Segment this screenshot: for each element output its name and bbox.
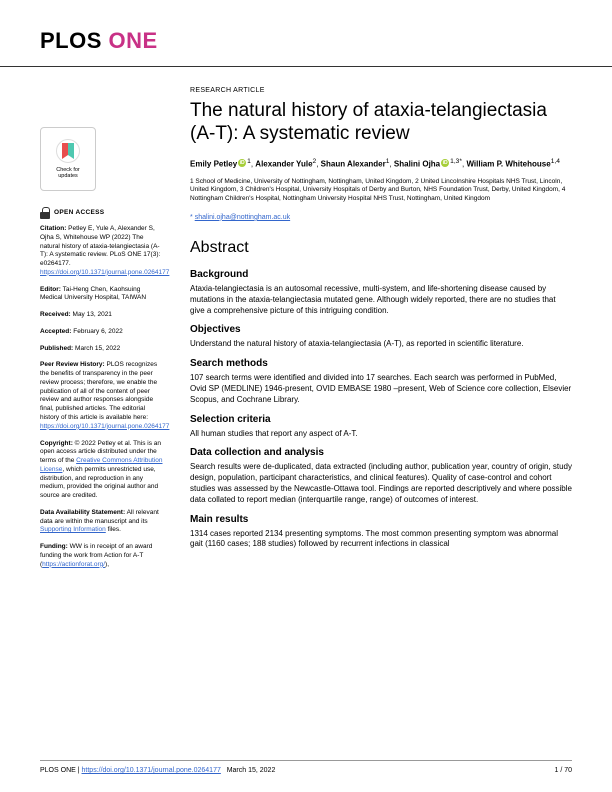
- data-label: Data Availability Statement:: [40, 509, 125, 516]
- section-paragraph: Ataxia-telangiectasia is an autosomal re…: [190, 284, 572, 316]
- journal-header: PLOS ONE: [0, 0, 612, 67]
- peer-link[interactable]: https://doi.org/10.1371/journal.pone.026…: [40, 423, 169, 430]
- published-date: March 15, 2022: [75, 345, 120, 352]
- article-type: RESEARCH ARTICLE: [190, 87, 572, 94]
- abstract-heading: Abstract: [190, 239, 572, 257]
- supporting-info-link[interactable]: Supporting Information: [40, 526, 106, 533]
- funding-label: Funding:: [40, 543, 68, 550]
- journal-logo: PLOS ONE: [40, 28, 572, 54]
- peer-review-block: Peer Review History: PLOS recognizes the…: [40, 361, 164, 431]
- citation-doi-link[interactable]: https://doi.org/10.1371/journal.pone.026…: [40, 269, 169, 276]
- funding-post: ),: [105, 561, 109, 568]
- article-title: The natural history of ataxia-telangiect…: [190, 100, 572, 146]
- author-name: Shalini Ojha: [394, 159, 440, 168]
- received-block: Received: May 13, 2021: [40, 311, 164, 320]
- author-name: Shaun Alexander: [321, 159, 386, 168]
- bookmark-icon: [62, 143, 74, 159]
- authors-list: Emily Petley1, Alexander Yule2, Shaun Al…: [190, 158, 572, 170]
- author-sup: 1: [247, 158, 251, 165]
- received-date: May 13, 2021: [73, 311, 112, 318]
- author-sup: 2: [313, 158, 317, 165]
- crossmark-icon: [56, 139, 80, 163]
- check-for-updates-badge[interactable]: Check for updates: [40, 127, 96, 191]
- author-name: Emily Petley: [190, 159, 237, 168]
- accepted-block: Accepted: February 6, 2022: [40, 328, 164, 337]
- main-column: RESEARCH ARTICLE The natural history of …: [180, 87, 572, 578]
- funding-link[interactable]: https://actionforat.org/: [42, 561, 105, 568]
- section-heading: Selection criteria: [190, 414, 572, 425]
- section-heading: Data collection and analysis: [190, 447, 572, 458]
- logo-one: ONE: [109, 28, 158, 53]
- sidebar: Check for updates OPEN ACCESS Citation: …: [40, 87, 180, 578]
- corresponding-email-link[interactable]: shalini.ojha@nottingham.ac.uk: [195, 214, 290, 221]
- section-heading: Main results: [190, 514, 572, 525]
- section-heading: Objectives: [190, 324, 572, 335]
- section-paragraph: All human studies that report any aspect…: [190, 429, 572, 440]
- copyright-block: Copyright: © 2022 Petley et al. This is …: [40, 440, 164, 501]
- section-heading: Search methods: [190, 358, 572, 369]
- copyright-label: Copyright:: [40, 440, 73, 447]
- open-access-row: OPEN ACCESS: [40, 207, 164, 219]
- section-paragraph: Understand the natural history of ataxia…: [190, 339, 572, 350]
- footer-journal: PLOS ONE |: [40, 767, 80, 774]
- author-sup: 1: [386, 158, 390, 165]
- section-paragraph: 1314 cases reported 2134 presenting symp…: [190, 529, 572, 551]
- open-access-label: OPEN ACCESS: [54, 209, 104, 218]
- citation-block: Citation: Petley E, Yule A, Alexander S,…: [40, 225, 164, 278]
- corresponding-author: * shalini.ojha@nottingham.ac.uk: [190, 214, 572, 221]
- peer-label: Peer Review History:: [40, 361, 105, 368]
- section-paragraph: Search results were de-duplicated, data …: [190, 462, 572, 505]
- accepted-date: February 6, 2022: [73, 328, 123, 335]
- footer-page: 1 / 70: [554, 767, 572, 774]
- affiliations: 1 School of Medicine, University of Nott…: [190, 178, 572, 204]
- editor-block: Editor: Tai-Heng Chen, Kaohsuing Medical…: [40, 286, 164, 304]
- published-block: Published: March 15, 2022: [40, 345, 164, 354]
- editor-label: Editor:: [40, 286, 61, 293]
- corresp-marker: *: [459, 158, 462, 165]
- data-post: files.: [108, 526, 121, 533]
- content-area: Check for updates OPEN ACCESS Citation: …: [0, 67, 612, 578]
- orcid-icon[interactable]: [441, 159, 449, 167]
- footer-date: March 15, 2022: [227, 767, 276, 774]
- author-sup: 1,3: [450, 158, 459, 165]
- author-name: Alexander Yule: [255, 159, 312, 168]
- author-sup: 1,4: [551, 158, 560, 165]
- funding-block: Funding: WW is in receipt of an award fu…: [40, 543, 164, 569]
- footer-left: PLOS ONE | https://doi.org/10.1371/journ…: [40, 767, 275, 774]
- published-label: Published:: [40, 345, 73, 352]
- data-availability-block: Data Availability Statement: All relevan…: [40, 509, 164, 535]
- orcid-icon[interactable]: [238, 159, 246, 167]
- accepted-label: Accepted:: [40, 328, 71, 335]
- logo-plos: PLOS: [40, 28, 102, 53]
- section-heading: Background: [190, 269, 572, 280]
- citation-label: Citation:: [40, 225, 66, 232]
- section-paragraph: 107 search terms were identified and div…: [190, 373, 572, 405]
- corresp-star: *: [190, 214, 193, 221]
- received-label: Received:: [40, 311, 71, 318]
- check-updates-label: Check for updates: [56, 167, 80, 179]
- footer-doi-link[interactable]: https://doi.org/10.1371/journal.pone.026…: [82, 767, 221, 774]
- peer-text: PLOS recognizes the benefits of transpar…: [40, 361, 157, 421]
- page-footer: PLOS ONE | https://doi.org/10.1371/journ…: [40, 760, 572, 774]
- author-name: William P. Whitehouse: [466, 159, 550, 168]
- open-lock-icon: [40, 207, 50, 219]
